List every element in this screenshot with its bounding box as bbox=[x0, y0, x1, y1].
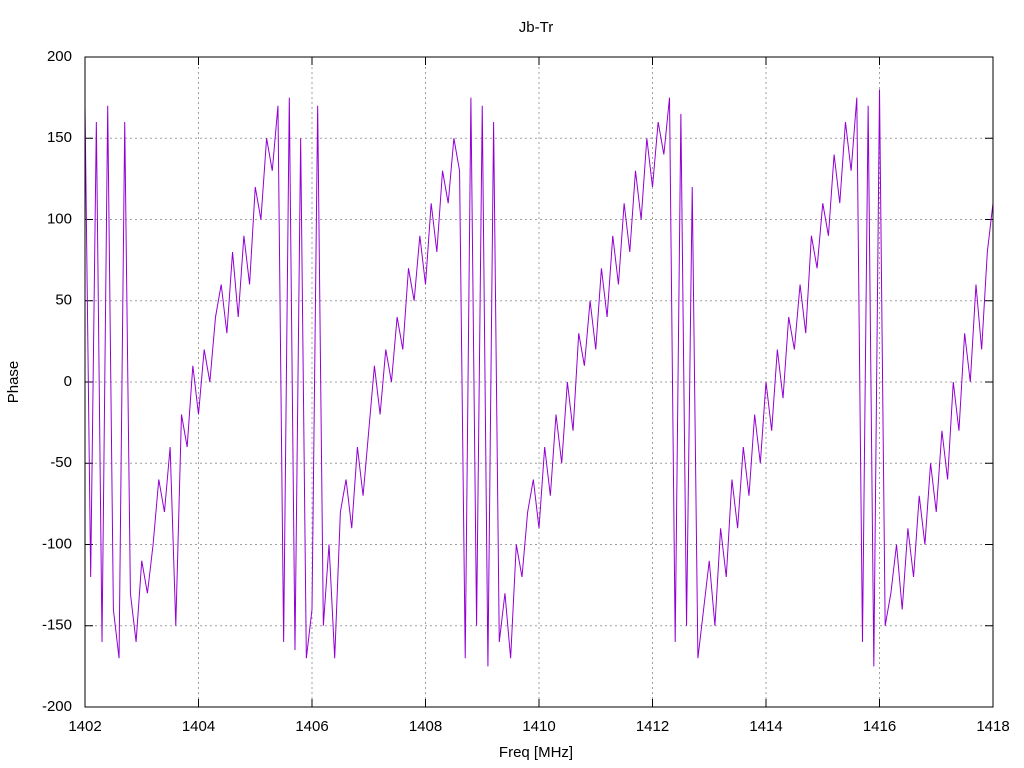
x-tick-label: 1418 bbox=[976, 718, 1009, 735]
y-tick-label: -50 bbox=[50, 454, 72, 471]
y-tick-label: 0 bbox=[64, 373, 72, 390]
y-axis-label: Phase bbox=[5, 361, 22, 404]
y-tick-label: 100 bbox=[47, 210, 72, 227]
x-tick-label: 1408 bbox=[409, 718, 442, 735]
y-tick-label: 50 bbox=[55, 292, 72, 309]
y-tick-label: -100 bbox=[42, 535, 72, 552]
x-axis-label: Freq [MHz] bbox=[499, 744, 573, 761]
y-tick-label: -150 bbox=[42, 617, 72, 634]
y-tick-label: -200 bbox=[42, 698, 72, 715]
x-tick-label: 1406 bbox=[295, 718, 328, 735]
x-tick-label: 1402 bbox=[68, 718, 101, 735]
y-tick-label: 150 bbox=[47, 129, 72, 146]
plot-border bbox=[84, 56, 994, 708]
x-tick-label: 1410 bbox=[522, 718, 555, 735]
chart-title: Jb-Tr bbox=[519, 19, 553, 36]
x-tick-label: 1416 bbox=[863, 718, 896, 735]
x-tick-label: 1404 bbox=[182, 718, 215, 735]
data-line bbox=[84, 89, 994, 667]
x-tick-label: 1412 bbox=[636, 718, 669, 735]
x-tick-label: 1414 bbox=[749, 718, 782, 735]
y-tick-label: 200 bbox=[47, 48, 72, 65]
